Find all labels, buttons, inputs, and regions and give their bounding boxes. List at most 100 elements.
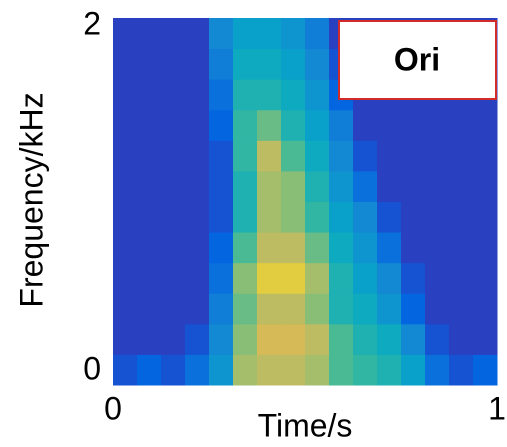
heatmap-cell <box>449 323 474 355</box>
heatmap-cell <box>281 354 306 386</box>
heatmap-cell <box>473 354 498 386</box>
heatmap-cell <box>185 170 210 202</box>
heatmap-cell <box>281 232 306 264</box>
heatmap-cell <box>281 323 306 355</box>
heatmap-cell <box>353 140 378 172</box>
heatmap-cell <box>449 262 474 294</box>
heatmap-cell <box>425 232 450 264</box>
heatmap-cell <box>401 293 426 325</box>
x-axis-label: Time/s <box>258 407 353 443</box>
heatmap-cell <box>209 354 234 386</box>
heatmap-cell <box>329 293 354 325</box>
heatmap-cell <box>281 170 306 202</box>
heatmap-cell <box>281 293 306 325</box>
heatmap-cell <box>209 48 234 80</box>
heatmap-cell <box>377 140 402 172</box>
heatmap-cell <box>257 140 282 172</box>
heatmap-cell <box>329 170 354 202</box>
heatmap-cell <box>233 232 258 264</box>
heatmap-cell <box>473 262 498 294</box>
heatmap-cell <box>161 323 186 355</box>
heatmap-cell <box>233 170 258 202</box>
heatmap-cell <box>161 262 186 294</box>
heatmap-cell <box>185 293 210 325</box>
heatmap-cell <box>377 109 402 141</box>
heatmap-cell <box>161 79 186 111</box>
heatmap-cell <box>113 262 138 294</box>
heatmap-cell <box>281 140 306 172</box>
heatmap-cell <box>305 262 330 294</box>
heatmap-cell <box>137 354 162 386</box>
heatmap-cell <box>473 109 498 141</box>
heatmap-cell <box>329 354 354 386</box>
heatmap-cell <box>257 354 282 386</box>
heatmap-cell <box>185 354 210 386</box>
heatmap-cell <box>329 109 354 141</box>
heatmap-cell <box>257 170 282 202</box>
heatmap-cell <box>113 201 138 233</box>
heatmap-cell <box>185 48 210 80</box>
heatmap-cell <box>185 18 210 50</box>
heatmap-cell <box>305 232 330 264</box>
heatmap-cell <box>233 293 258 325</box>
heatmap-cell <box>353 201 378 233</box>
heatmap-cell <box>401 140 426 172</box>
heatmap-cell <box>329 232 354 264</box>
heatmap-cell <box>209 232 234 264</box>
heatmap-cell <box>185 323 210 355</box>
heatmap-cell <box>233 323 258 355</box>
heatmap-cell <box>161 48 186 80</box>
heatmap-cell <box>161 354 186 386</box>
heatmap-cell <box>305 79 330 111</box>
heatmap-cell <box>425 201 450 233</box>
heatmap-cell <box>185 79 210 111</box>
heatmap-cell <box>425 293 450 325</box>
heatmap-cell <box>233 201 258 233</box>
heatmap-cell <box>161 170 186 202</box>
heatmap-cell <box>137 140 162 172</box>
heatmap-cell <box>113 323 138 355</box>
heatmap-cell <box>257 232 282 264</box>
heatmap-cell <box>425 323 450 355</box>
annotation-box <box>338 20 497 100</box>
heatmap-cell <box>209 293 234 325</box>
x-tick-label: 1 <box>488 390 506 426</box>
heatmap-cell <box>113 293 138 325</box>
heatmap-cell <box>209 18 234 50</box>
heatmap-cell <box>473 293 498 325</box>
heatmap-cell <box>401 354 426 386</box>
heatmap-cell <box>209 201 234 233</box>
heatmap-cell <box>305 140 330 172</box>
heatmap-cell <box>377 262 402 294</box>
heatmap-cell <box>185 262 210 294</box>
heatmap-cell <box>425 140 450 172</box>
heatmap-cell <box>185 201 210 233</box>
heatmap-cell <box>305 201 330 233</box>
heatmap-cell <box>233 262 258 294</box>
heatmap-cell <box>209 140 234 172</box>
heatmap-cell <box>257 109 282 141</box>
heatmap-cell <box>329 140 354 172</box>
y-tick-label: 0 <box>83 350 101 386</box>
heatmap-cell <box>401 262 426 294</box>
heatmap-cell <box>281 48 306 80</box>
heatmap-cell <box>281 201 306 233</box>
heatmap-cell <box>161 201 186 233</box>
heatmap-cell <box>401 170 426 202</box>
heatmap-cell <box>137 79 162 111</box>
heatmap-cell <box>113 48 138 80</box>
heatmap-cell <box>113 354 138 386</box>
heatmap-cell <box>137 293 162 325</box>
heatmap-cell <box>257 79 282 111</box>
heatmap-cell <box>113 79 138 111</box>
heatmap-cell <box>353 109 378 141</box>
heatmap-cell <box>185 140 210 172</box>
heatmap-cell <box>209 109 234 141</box>
heatmap-cell <box>425 354 450 386</box>
heatmap-cell <box>377 232 402 264</box>
heatmap-cell <box>137 262 162 294</box>
heatmap-cell <box>401 201 426 233</box>
heatmap-cell <box>449 354 474 386</box>
heatmap-cell <box>161 232 186 264</box>
heatmap-cell <box>281 262 306 294</box>
